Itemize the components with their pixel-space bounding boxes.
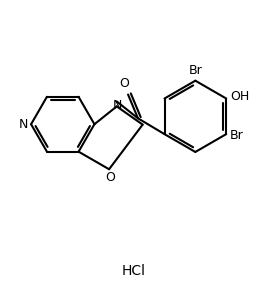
Text: N: N	[113, 99, 122, 112]
Text: O: O	[105, 171, 115, 184]
Text: HCl: HCl	[122, 264, 146, 278]
Text: Br: Br	[188, 64, 202, 77]
Text: O: O	[119, 77, 129, 90]
Text: Br: Br	[230, 128, 244, 142]
Text: OH: OH	[230, 90, 250, 103]
Text: N: N	[19, 118, 28, 131]
